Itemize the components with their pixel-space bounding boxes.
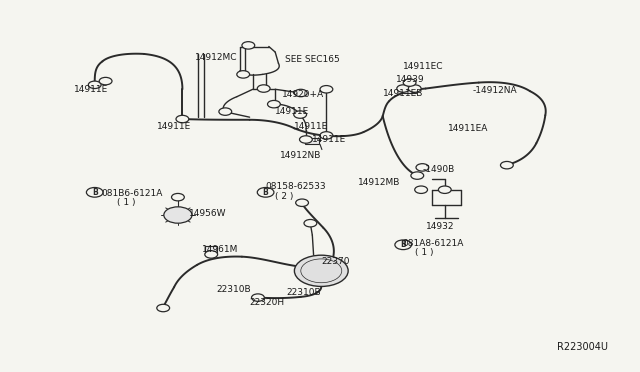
Bar	[403, 87, 416, 93]
Text: 14911E: 14911E	[74, 85, 108, 94]
Circle shape	[320, 86, 333, 93]
Text: -1490B: -1490B	[422, 165, 454, 174]
Text: B: B	[401, 240, 406, 249]
Text: 22310B: 22310B	[287, 288, 321, 296]
Text: 14912MB: 14912MB	[358, 178, 401, 187]
Circle shape	[257, 187, 274, 197]
Text: 14961M: 14961M	[202, 246, 238, 254]
Circle shape	[294, 255, 348, 286]
Text: 081B6-6121A: 081B6-6121A	[101, 189, 163, 198]
Text: 22320H: 22320H	[250, 298, 285, 307]
Text: 14911E: 14911E	[294, 122, 329, 131]
Circle shape	[99, 77, 112, 85]
Circle shape	[411, 172, 424, 179]
Text: ( 1 ): ( 1 )	[415, 248, 433, 257]
Circle shape	[176, 115, 189, 123]
Text: 14911E: 14911E	[157, 122, 191, 131]
Circle shape	[157, 304, 170, 312]
Text: 081A8-6121A: 081A8-6121A	[402, 239, 463, 248]
Circle shape	[408, 85, 421, 92]
Text: 14932: 14932	[426, 222, 454, 231]
Circle shape	[438, 186, 451, 193]
Bar	[205, 246, 217, 254]
Circle shape	[86, 187, 103, 197]
Circle shape	[252, 294, 264, 301]
Circle shape	[296, 199, 308, 206]
Circle shape	[237, 71, 250, 78]
Circle shape	[294, 111, 307, 118]
Circle shape	[300, 136, 312, 143]
Bar	[305, 138, 319, 144]
Text: 14911EA: 14911EA	[448, 124, 488, 133]
Circle shape	[304, 219, 317, 227]
Text: ( 2 ): ( 2 )	[275, 192, 294, 201]
Circle shape	[416, 164, 429, 171]
Text: 14956W: 14956W	[189, 209, 227, 218]
Circle shape	[320, 132, 333, 139]
Circle shape	[294, 89, 307, 97]
Circle shape	[403, 79, 416, 86]
Text: B: B	[92, 188, 97, 197]
Circle shape	[88, 81, 101, 89]
Circle shape	[205, 251, 218, 258]
Circle shape	[164, 207, 192, 223]
Text: 14911E: 14911E	[275, 107, 310, 116]
Text: 22310B: 22310B	[216, 285, 251, 294]
Circle shape	[219, 108, 232, 115]
Text: SEE SEC165: SEE SEC165	[285, 55, 340, 64]
Circle shape	[268, 100, 280, 108]
Text: R223004U: R223004U	[557, 342, 608, 352]
Text: 22370: 22370	[321, 257, 350, 266]
Text: 14912NB: 14912NB	[280, 151, 322, 160]
Text: 08158-62533: 08158-62533	[266, 182, 326, 191]
Text: 14911EC: 14911EC	[403, 62, 444, 71]
Text: 14911EB: 14911EB	[383, 89, 423, 97]
Circle shape	[397, 85, 410, 92]
Text: -14912NA: -14912NA	[472, 86, 517, 94]
Circle shape	[242, 42, 255, 49]
Circle shape	[500, 161, 513, 169]
Text: 14911E: 14911E	[312, 135, 347, 144]
Circle shape	[415, 186, 428, 193]
Circle shape	[257, 85, 270, 92]
Circle shape	[395, 240, 412, 250]
Text: 14939: 14939	[396, 76, 424, 84]
Text: B: B	[263, 188, 268, 197]
Circle shape	[172, 193, 184, 201]
Text: 14920+A: 14920+A	[282, 90, 324, 99]
Text: 14912MC: 14912MC	[195, 53, 237, 62]
Text: ( 1 ): ( 1 )	[117, 198, 136, 207]
